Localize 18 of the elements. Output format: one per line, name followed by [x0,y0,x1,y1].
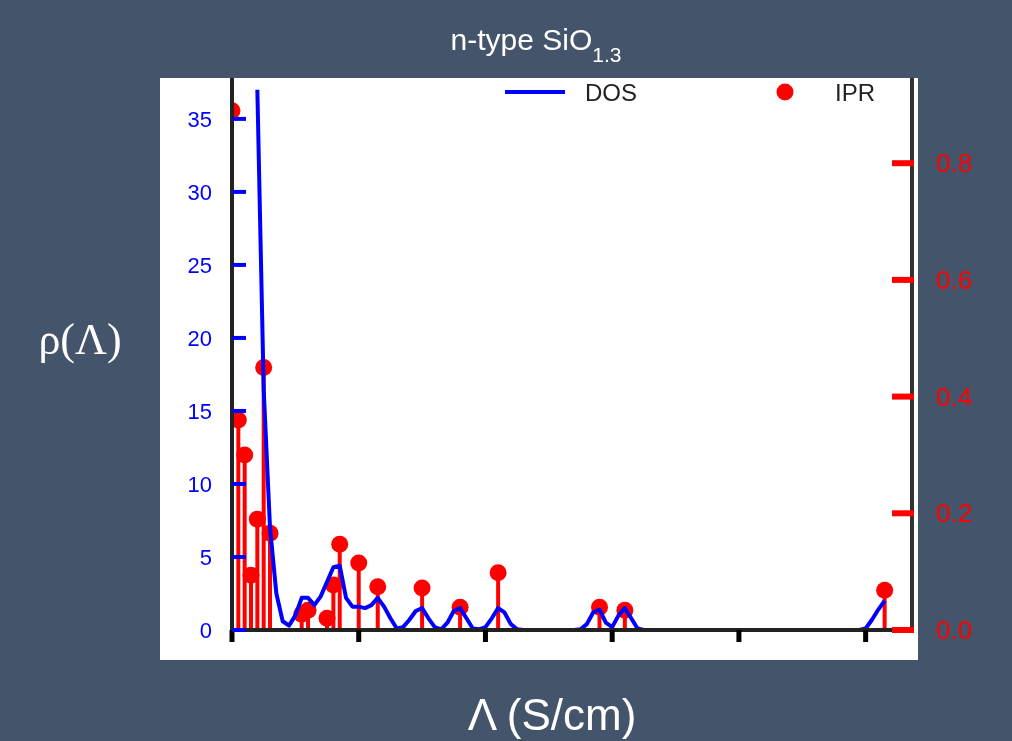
y2-tick-label: 0.2 [936,498,973,529]
y2-tick-label: 0.8 [936,148,973,179]
y-tick-label: 15 [187,398,212,424]
y-tick-label: 20 [187,325,212,351]
legend-label: DOS [585,79,638,106]
y2-tick-label: 0.6 [936,264,973,295]
legend-label: IPR [835,79,876,106]
y-tick-label: 25 [187,252,212,278]
y-tick-label: 0 [199,618,212,643]
chart-title: n-type SiO$_{1.3}$ [450,23,622,66]
y-tick-label: 35 [187,106,212,132]
y-tick-label: 30 [187,179,212,205]
y2-tick-label: 0.0 [936,615,973,645]
x-axis-title: Λ (S/cm) [467,690,637,739]
y-tick-label: 10 [187,471,212,497]
y2-tick-label: 0.4 [936,381,973,412]
y-tick-label: 5 [199,544,212,570]
y-axis-title: ρ(Λ) [38,315,122,364]
